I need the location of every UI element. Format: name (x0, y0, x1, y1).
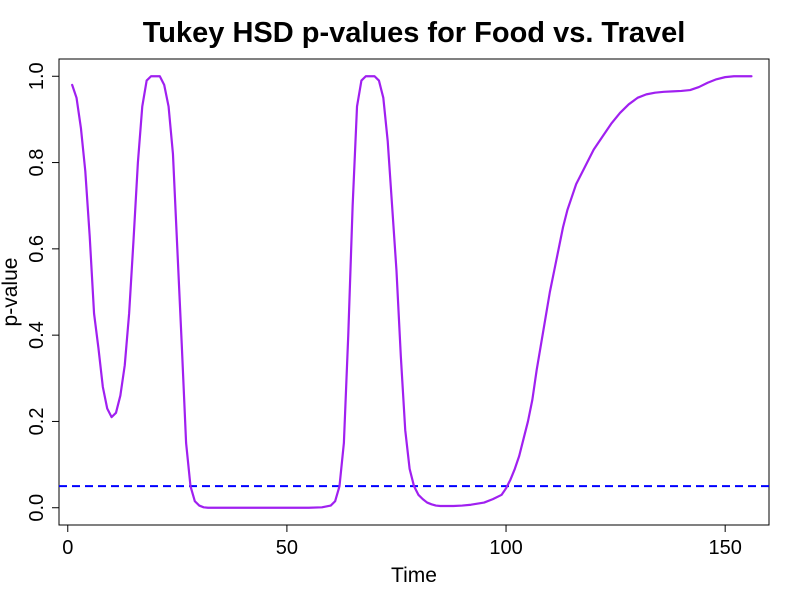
x-axis-label: Time (391, 564, 437, 587)
y-tick-label: 1.0 (26, 62, 48, 90)
plot-frame (58, 58, 770, 526)
series-line (71, 75, 753, 509)
chart-title: Tukey HSD p-values for Food vs. Travel (143, 17, 686, 49)
x-axis: 0 50 100 150 (62, 524, 742, 559)
y-axis-label: p-value (0, 258, 22, 327)
y-tick-label: 0.8 (26, 149, 48, 177)
plot-area (59, 75, 769, 509)
x-tick-label: 150 (708, 537, 741, 559)
y-tick-label: 0.2 (26, 408, 48, 436)
y-tick-label: 0.6 (26, 235, 48, 263)
x-tick-label: 50 (276, 537, 298, 559)
y-tick-label: 0.4 (26, 321, 48, 349)
y-tick-label: 0.0 (26, 494, 48, 522)
y-axis: 0.0 0.2 0.4 0.6 0.8 1.0 (26, 62, 60, 522)
x-tick-label: 0 (62, 537, 73, 559)
x-tick-label: 100 (489, 537, 522, 559)
